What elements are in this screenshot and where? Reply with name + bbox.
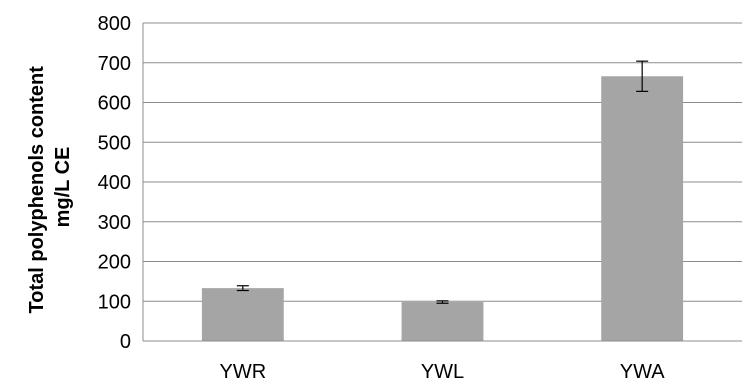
y-tick-label: 600 [98, 93, 131, 115]
x-tick-label-ywl: YWL [421, 361, 464, 383]
x-tick-label-ywa: YWA [620, 361, 665, 383]
y-axis-title-line-1: Total polyphenols content [26, 66, 48, 314]
y-tick-label: 100 [98, 291, 131, 313]
y-tick-label: 700 [98, 53, 131, 75]
y-tick-label: 400 [98, 172, 131, 194]
y-tick-label: 300 [98, 212, 131, 234]
y-tick-label: 800 [98, 13, 131, 35]
gridlines [143, 22, 742, 302]
bar-ywr [201, 288, 284, 341]
bar-ywl [401, 302, 484, 341]
bar-ywa [601, 76, 684, 341]
y-tick-labels: 0 100 200 300 400 500 600 700 800 [98, 13, 131, 353]
y-axis-title: Total polyphenols content mg/L CE [26, 61, 74, 314]
x-tick-label-ywr: YWR [219, 361, 266, 383]
x-tick-labels: YWR YWL YWA [219, 361, 665, 383]
error-bar-ywl [436, 300, 449, 304]
axes [142, 23, 742, 342]
y-tick-label: 200 [98, 252, 131, 274]
error-bar-ywa [636, 60, 649, 92]
y-axis-title-line-2: mg/L CE [52, 147, 74, 228]
y-tick-label: 500 [98, 132, 131, 154]
error-bars [236, 60, 649, 304]
y-tick-label: 0 [120, 331, 131, 353]
bars [201, 76, 684, 341]
error-bar-ywr [236, 285, 249, 292]
